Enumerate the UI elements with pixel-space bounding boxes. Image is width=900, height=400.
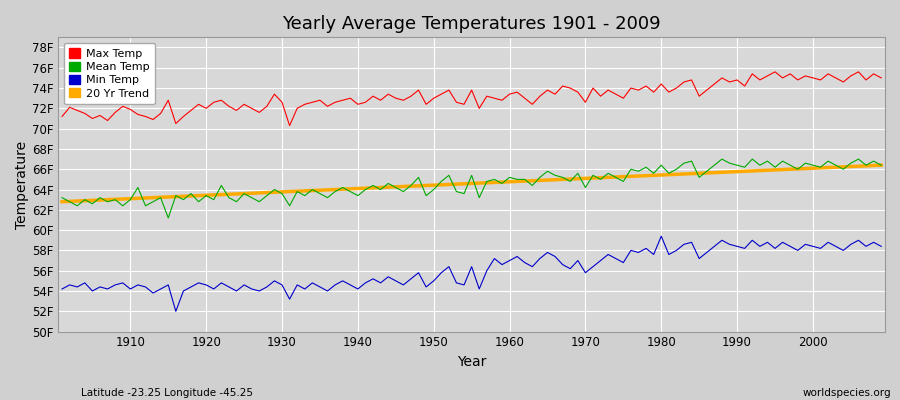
Text: Latitude -23.25 Longitude -45.25: Latitude -23.25 Longitude -45.25 [81,388,253,398]
Title: Yearly Average Temperatures 1901 - 2009: Yearly Average Temperatures 1901 - 2009 [283,15,661,33]
Y-axis label: Temperature: Temperature [15,140,29,228]
X-axis label: Year: Year [457,355,486,369]
Legend: Max Temp, Mean Temp, Min Temp, 20 Yr Trend: Max Temp, Mean Temp, Min Temp, 20 Yr Tre… [64,43,155,104]
Text: worldspecies.org: worldspecies.org [803,388,891,398]
